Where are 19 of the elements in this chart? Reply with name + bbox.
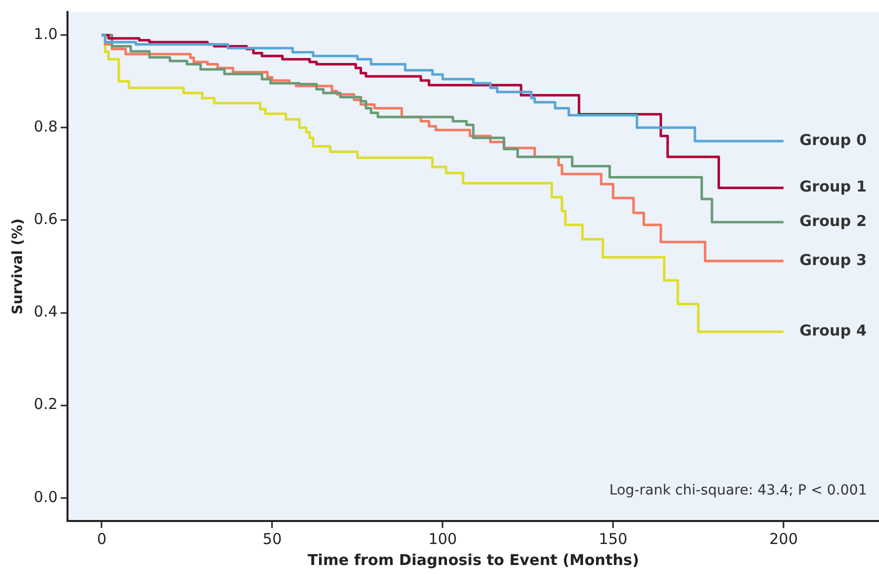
series-label: Group 0: [800, 130, 867, 149]
annotation: Log-rank chi-square: 43.4; P < 0.001: [609, 482, 867, 499]
y-axis-title: Survival (%): [10, 218, 26, 314]
y-tick-label: 0.2: [34, 395, 58, 414]
x-axis-title: Time from Diagnosis to Event (Months): [308, 550, 640, 569]
series-label: Group 1: [800, 178, 867, 196]
x-tick-label: 200: [769, 530, 798, 548]
y-tick-label: 0.4: [34, 302, 58, 321]
y-tick-label: 0.0: [34, 488, 58, 506]
y-tick-label: 0.6: [34, 210, 58, 228]
y-tick-label: 0.8: [34, 118, 58, 136]
x-tick-label: 0: [96, 530, 107, 548]
series-label: Group 3: [800, 250, 867, 269]
x-tick-label: 150: [598, 530, 628, 548]
x-tick-label: 50: [262, 530, 282, 548]
y-tick-label: 1.0: [34, 25, 58, 44]
series-label: Group 4: [800, 322, 867, 340]
x-tick-label: 100: [428, 530, 457, 548]
series-label: Group 2: [800, 212, 867, 230]
